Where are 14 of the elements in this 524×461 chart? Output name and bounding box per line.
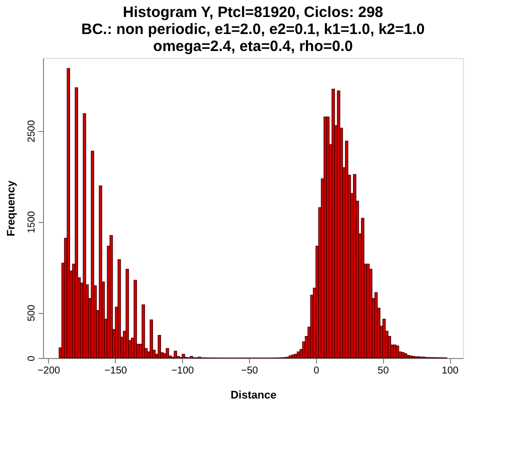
y-axis-title: Frequency bbox=[6, 180, 18, 236]
x-tick-label: 100 bbox=[442, 366, 459, 376]
x-tick-label: −100 bbox=[171, 366, 194, 376]
y-tick-label: 0 bbox=[26, 355, 38, 362]
y-tick-label: 2500 bbox=[26, 120, 38, 142]
x-tick-label: −50 bbox=[241, 366, 258, 376]
x-axis-title: Distance bbox=[230, 390, 276, 402]
y-tick-label: 1500 bbox=[26, 210, 38, 234]
x-tick-label: 50 bbox=[378, 366, 390, 376]
chart-title: Histogram Y, Ptcl=81920, Ciclos: 298 BC.: non periodic, e1=2.0, e2=0.1, k1=1.0, k2=1.0 omega=2.4, eta=0.4, rho=0.0 bbox=[81, 4, 425, 55]
x-tick-label: −150 bbox=[104, 366, 128, 376]
y-tick-label: 500 bbox=[26, 304, 38, 322]
x-tick-label: −200 bbox=[38, 366, 61, 376]
x-tick-label: 0 bbox=[314, 366, 320, 376]
